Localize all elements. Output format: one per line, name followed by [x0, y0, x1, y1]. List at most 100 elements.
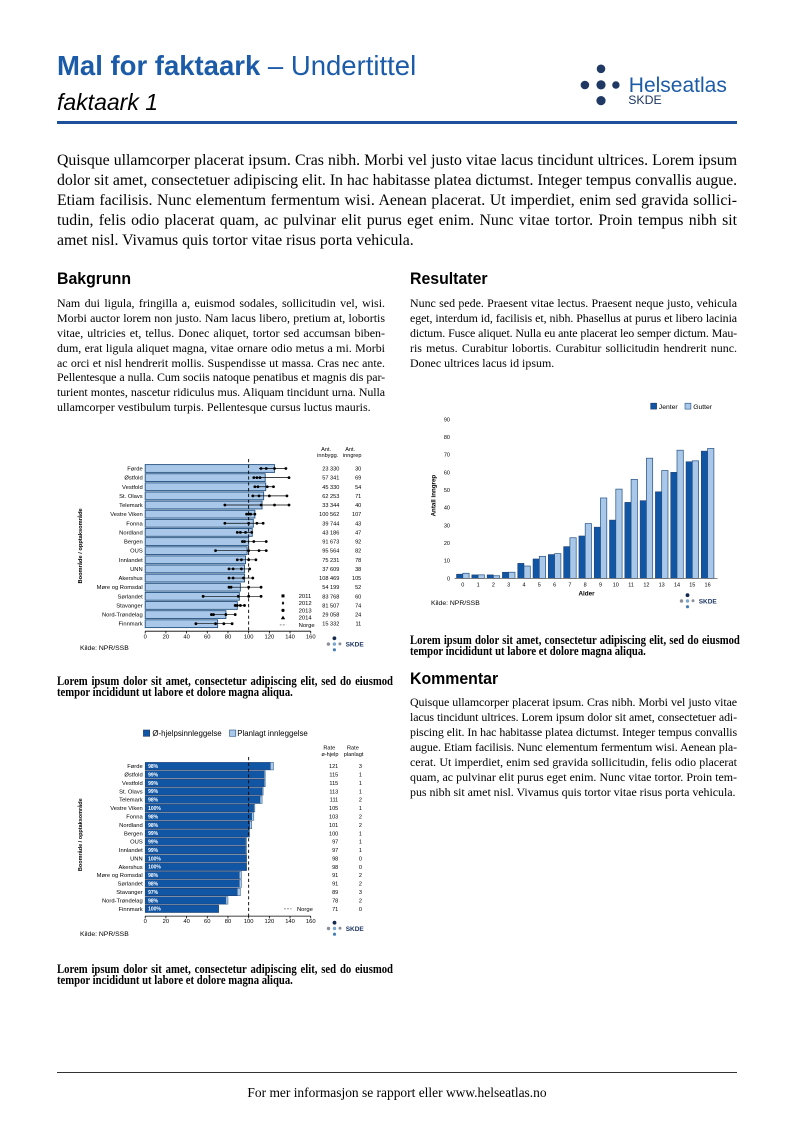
svg-text:10: 10	[444, 559, 450, 565]
svg-text:Innlandet: Innlandet	[119, 848, 143, 854]
svg-text:107: 107	[352, 512, 361, 518]
svg-text:Sørlandet: Sørlandet	[118, 882, 144, 888]
svg-text:54 199: 54 199	[322, 585, 339, 591]
svg-text:98%: 98%	[148, 882, 159, 888]
svg-text:2: 2	[359, 814, 362, 820]
svg-text:99%: 99%	[148, 848, 159, 854]
svg-text:innbygg.: innbygg.	[317, 453, 339, 459]
svg-text:100: 100	[244, 634, 254, 640]
svg-text:100%: 100%	[148, 865, 161, 871]
svg-text:62 253: 62 253	[322, 494, 339, 500]
svg-text:80: 80	[225, 634, 231, 640]
svg-text:2: 2	[359, 873, 362, 879]
svg-text:1: 1	[359, 848, 362, 854]
svg-text:Førde: Førde	[127, 467, 142, 473]
svg-text:Nord-Trøndelag: Nord-Trøndelag	[102, 613, 143, 619]
svg-text:140: 140	[285, 634, 295, 640]
svg-text:2013: 2013	[299, 608, 313, 614]
svg-text:71: 71	[355, 494, 361, 500]
svg-text:105: 105	[352, 576, 361, 582]
svg-text:Vestfold: Vestfold	[122, 781, 143, 787]
svg-text:Fonna: Fonna	[126, 814, 143, 820]
svg-text:Alder: Alder	[578, 591, 595, 598]
svg-text:St. Olavs: St. Olavs	[119, 494, 143, 500]
svg-text:98%: 98%	[148, 764, 159, 770]
svg-text:Norge: Norge	[297, 907, 313, 913]
svg-text:SKDE: SKDE	[628, 93, 662, 107]
svg-text:3: 3	[359, 764, 362, 770]
svg-text:Finnmark: Finnmark	[119, 907, 143, 913]
svg-text:39 744: 39 744	[322, 521, 339, 527]
svg-text:9: 9	[599, 583, 602, 589]
svg-text:89: 89	[332, 890, 338, 896]
svg-text:98%: 98%	[148, 798, 159, 804]
svg-text:83 768: 83 768	[322, 594, 339, 600]
svg-text:97: 97	[332, 848, 338, 854]
svg-text:Stavanger: Stavanger	[116, 603, 142, 609]
svg-text:23 330: 23 330	[322, 467, 339, 473]
svg-text:78: 78	[332, 898, 338, 904]
svg-text:80: 80	[225, 919, 231, 925]
svg-text:6: 6	[553, 583, 556, 589]
svg-text:Jenter: Jenter	[659, 404, 679, 411]
svg-text:40: 40	[444, 506, 450, 512]
svg-text:Møre og Romsdal: Møre og Romsdal	[97, 873, 143, 879]
svg-text:Stavanger: Stavanger	[116, 890, 142, 896]
svg-text:43 186: 43 186	[322, 530, 339, 536]
svg-text:29 058: 29 058	[322, 613, 339, 619]
svg-text:1: 1	[477, 583, 480, 589]
svg-text:Kilde: NPR/SSB: Kilde: NPR/SSB	[431, 600, 480, 607]
svg-text:3: 3	[359, 890, 362, 896]
svg-text:60: 60	[444, 470, 450, 476]
svg-text:2: 2	[492, 583, 495, 589]
svg-text:Telemark: Telemark	[119, 503, 143, 509]
svg-text:120: 120	[265, 919, 275, 925]
svg-text:2014: 2014	[299, 616, 313, 622]
svg-text:Sørlandet: Sørlandet	[118, 594, 144, 600]
svg-text:40: 40	[183, 919, 189, 925]
svg-text:70: 70	[444, 453, 450, 459]
svg-text:14: 14	[674, 583, 680, 589]
svg-text:4: 4	[522, 583, 525, 589]
svg-text:99%: 99%	[148, 831, 159, 837]
svg-text:Boområde / opptaksområde: Boområde / opptaksområde	[77, 798, 84, 871]
svg-text:Gutter: Gutter	[693, 404, 713, 411]
svg-text:75 231: 75 231	[322, 558, 339, 564]
svg-text:69: 69	[355, 476, 361, 482]
svg-text:Boområde / opptaksområde: Boområde / opptaksområde	[77, 508, 84, 583]
svg-text:99%: 99%	[148, 772, 159, 778]
svg-text:2: 2	[359, 823, 362, 829]
svg-text:100: 100	[329, 831, 338, 837]
svg-text:60: 60	[355, 594, 361, 600]
svg-text:Antall inngrep: Antall inngrep	[431, 475, 438, 517]
svg-text:140: 140	[285, 919, 295, 925]
svg-text:Nordland: Nordland	[119, 530, 143, 536]
svg-text:1: 1	[359, 781, 362, 787]
svg-text:UNN: UNN	[130, 567, 143, 573]
svg-text:20: 20	[163, 919, 169, 925]
svg-text:160: 160	[306, 919, 316, 925]
svg-text:Akershus: Akershus	[119, 576, 143, 582]
svg-text:1: 1	[359, 806, 362, 812]
svg-text:7: 7	[568, 583, 571, 589]
svg-text:St. Olavs: St. Olavs	[119, 789, 143, 795]
svg-text:98%: 98%	[148, 823, 159, 829]
svg-text:101: 101	[329, 823, 338, 829]
svg-text:Planlagt innleggelse: Planlagt innleggelse	[237, 729, 308, 738]
svg-text:0: 0	[359, 907, 362, 913]
svg-text:98%: 98%	[148, 873, 159, 879]
svg-text:99%: 99%	[148, 789, 159, 795]
svg-text:91 673: 91 673	[322, 540, 339, 546]
svg-text:37 609: 37 609	[322, 567, 339, 573]
svg-text:UNN: UNN	[130, 856, 143, 862]
svg-text:47: 47	[355, 530, 361, 536]
svg-text:71: 71	[332, 907, 338, 913]
svg-text:0: 0	[461, 583, 464, 589]
svg-text:97%: 97%	[148, 890, 159, 896]
svg-text:SKDE: SKDE	[346, 642, 365, 649]
svg-text:30: 30	[444, 523, 450, 529]
svg-text:15 332: 15 332	[322, 622, 339, 628]
svg-text:Kilde: NPR/SSB: Kilde: NPR/SSB	[80, 931, 129, 938]
svg-text:1: 1	[359, 773, 362, 779]
svg-text:54: 54	[355, 485, 361, 491]
